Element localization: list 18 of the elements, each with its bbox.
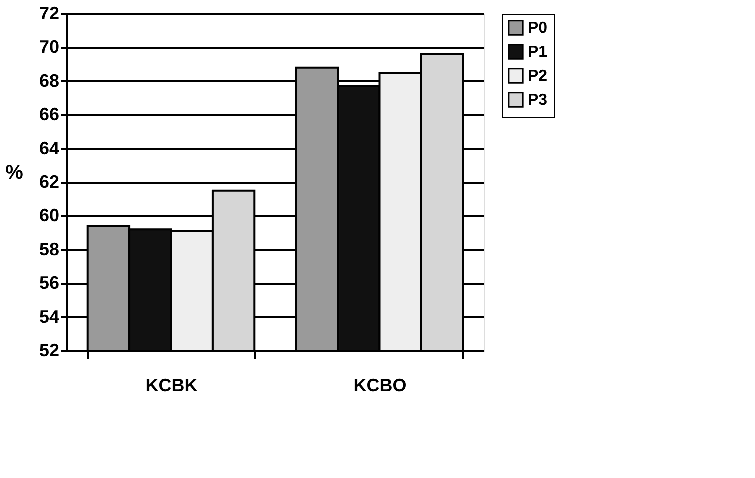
- y-tick-label: 58: [39, 239, 60, 260]
- y-tick-label: 64: [39, 138, 60, 158]
- y-tick-label: 56: [39, 273, 60, 294]
- legend-label: P1: [528, 44, 548, 61]
- legend-label: P3: [528, 92, 548, 109]
- y-tick-label: 62: [39, 172, 60, 192]
- x-tick-label: KCBO: [354, 376, 407, 396]
- y-tick-label: 54: [39, 306, 60, 327]
- y-tick-label: 52: [39, 340, 60, 360]
- y-tick-label: 72: [39, 4, 60, 24]
- x-tick-label: KCBK: [146, 376, 198, 396]
- y-tick-label: 66: [39, 104, 60, 125]
- y-tick-label: 68: [39, 70, 60, 91]
- legend-label: P0: [528, 20, 548, 37]
- y-tick-label: 60: [39, 206, 60, 226]
- y-axis-title: %: [6, 162, 24, 184]
- legend-label: P2: [528, 68, 548, 85]
- y-tick-label: 70: [39, 37, 60, 58]
